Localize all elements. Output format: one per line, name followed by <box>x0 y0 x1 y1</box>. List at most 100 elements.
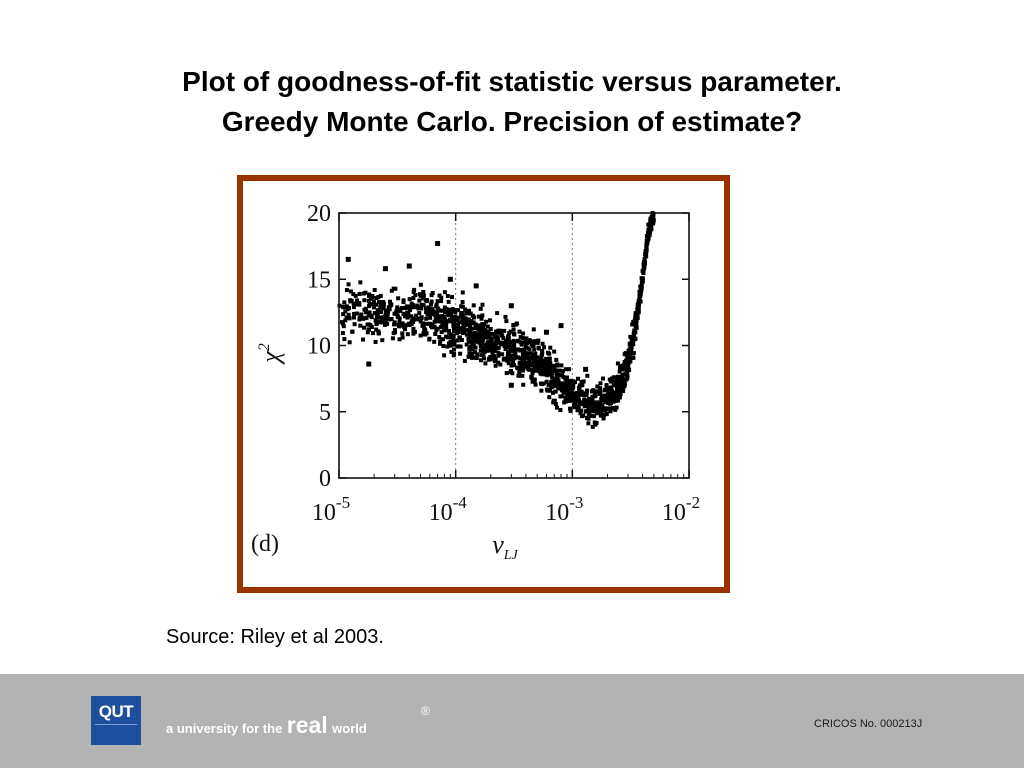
data-point <box>374 327 379 332</box>
data-point <box>550 370 555 375</box>
data-point <box>517 360 522 365</box>
data-point <box>450 306 455 311</box>
data-point <box>512 344 517 349</box>
data-point <box>380 338 385 343</box>
data-point <box>432 324 437 329</box>
data-point <box>597 410 602 415</box>
data-point <box>547 372 552 377</box>
data-point <box>545 350 550 355</box>
data-point <box>646 222 651 227</box>
data-point <box>485 324 490 329</box>
data-point <box>600 395 605 400</box>
data-point <box>442 353 447 358</box>
data-point <box>515 365 520 370</box>
data-point <box>469 352 474 357</box>
data-point <box>464 342 469 347</box>
data-point <box>359 313 364 318</box>
data-point <box>346 312 351 317</box>
data-point <box>607 387 612 392</box>
data-point <box>593 405 598 410</box>
data-point <box>405 310 410 315</box>
data-point <box>490 349 495 354</box>
data-point <box>633 316 638 321</box>
data-point <box>538 368 543 373</box>
data-point <box>357 291 362 296</box>
data-point <box>568 408 573 413</box>
data-point <box>495 311 500 316</box>
data-point <box>488 326 493 331</box>
data-point <box>570 386 575 391</box>
data-point <box>409 305 414 310</box>
data-point <box>367 292 372 297</box>
data-point <box>637 295 642 300</box>
data-point <box>521 382 526 387</box>
data-point <box>573 380 578 385</box>
data-point <box>562 400 567 405</box>
data-point <box>527 359 532 364</box>
data-point <box>448 335 453 340</box>
data-point <box>520 373 525 378</box>
x-axis-label: νLJ <box>492 530 518 563</box>
data-point <box>366 327 371 332</box>
data-point <box>348 298 353 303</box>
data-point <box>441 315 446 320</box>
data-point <box>366 298 371 303</box>
data-point <box>533 360 538 365</box>
data-point <box>482 349 487 354</box>
data-point <box>433 331 438 336</box>
data-point <box>439 330 444 335</box>
data-point <box>569 381 574 386</box>
data-point <box>618 389 623 394</box>
registered-mark: ® <box>421 704 430 718</box>
data-point <box>496 351 501 356</box>
slide-title-line-1: Plot of goodness-of-fit statistic versus… <box>182 66 842 97</box>
data-point <box>610 406 615 411</box>
data-point <box>429 323 434 328</box>
data-point <box>458 351 463 356</box>
data-point <box>430 291 435 296</box>
data-point <box>544 356 549 361</box>
data-point <box>586 413 591 418</box>
data-point <box>481 327 486 332</box>
data-point <box>474 323 479 328</box>
x-tick-label: 10-4 <box>429 493 468 526</box>
data-point <box>600 404 605 409</box>
data-point <box>525 341 530 346</box>
data-point <box>592 389 597 394</box>
data-point <box>496 353 501 358</box>
data-point <box>445 344 450 349</box>
tagline-suffix: world <box>332 721 367 736</box>
data-point <box>551 380 556 385</box>
data-point <box>650 215 655 220</box>
data-point <box>383 313 388 318</box>
data-point <box>466 336 471 341</box>
data-point <box>598 381 603 386</box>
data-point <box>595 384 600 389</box>
data-point <box>585 373 590 378</box>
data-point <box>559 363 564 368</box>
data-point <box>489 338 494 343</box>
data-point <box>615 388 620 393</box>
data-point <box>373 339 378 344</box>
data-point <box>347 340 352 345</box>
data-point <box>531 327 536 332</box>
data-point <box>561 384 566 389</box>
data-point <box>380 320 385 325</box>
data-point <box>363 290 368 295</box>
data-point <box>423 298 428 303</box>
data-point <box>471 338 476 343</box>
data-point-outlier <box>558 323 564 329</box>
data-point <box>445 319 450 324</box>
data-point <box>476 340 481 345</box>
data-point <box>547 363 552 368</box>
data-point <box>594 411 599 416</box>
x-tick-label: 10-2 <box>662 493 700 526</box>
data-point <box>637 298 642 303</box>
data-point <box>446 299 451 304</box>
data-point <box>646 229 651 234</box>
data-point <box>414 313 419 318</box>
data-point <box>374 302 379 307</box>
data-point <box>580 414 585 419</box>
data-point <box>634 325 639 330</box>
chart-grid <box>455 213 573 478</box>
